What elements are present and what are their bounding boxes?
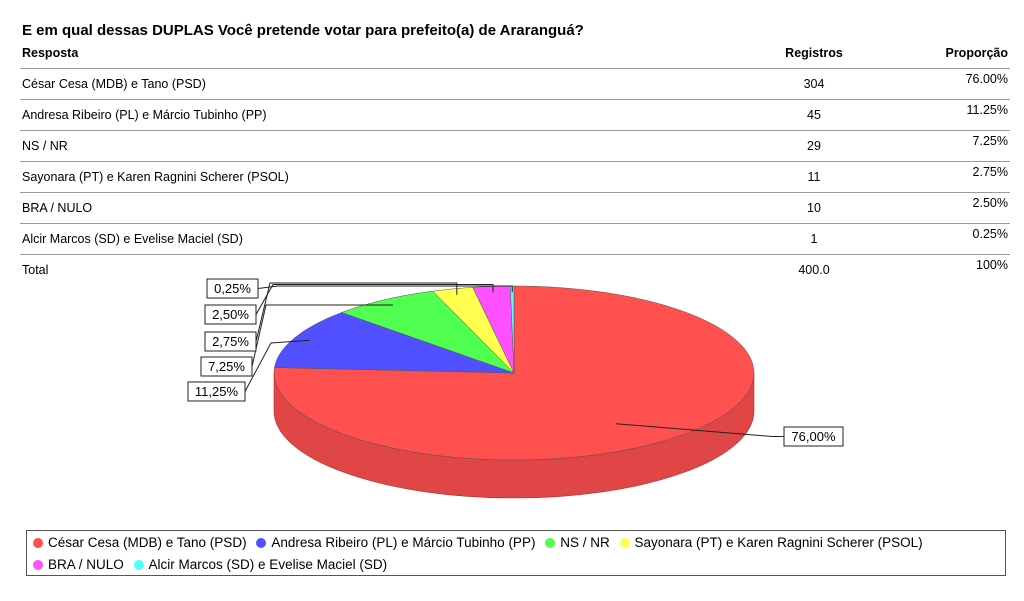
results-table: Resposta Registros Proporção César Cesa … — [20, 46, 1010, 285]
data-label-box — [206, 278, 259, 299]
row-answer: NS / NR — [20, 130, 752, 162]
data-label: 0,25% — [214, 281, 251, 296]
row-count: 304 — [752, 68, 876, 100]
table-header-row: Resposta Registros Proporção — [20, 46, 1010, 69]
page-title: E em qual dessas DUPLAS Você pretende vo… — [22, 22, 584, 39]
row-count: 11 — [752, 161, 876, 193]
total-share: 100% — [876, 254, 1010, 285]
data-label-box — [187, 381, 246, 402]
legend-swatch — [33, 560, 43, 570]
leader-line — [257, 285, 513, 293]
data-label-box — [204, 331, 257, 352]
pie-chart: 76,00% 11,25% 7,25% 2,75% 2,50% 0,25% — [187, 278, 844, 499]
table-row: Andresa Ribeiro (PL) e Márcio Tubinho (P… — [20, 99, 1010, 131]
table-total-row: Total 400.0 100% — [20, 254, 1010, 285]
data-label: 11,25% — [195, 384, 239, 399]
legend-item: Alcir Marcos (SD) e Evelise Maciel (SD) — [133, 554, 388, 576]
row-count: 45 — [752, 99, 876, 131]
row-answer: César Cesa (MDB) e Tano (PSD) — [20, 68, 752, 100]
row-share: 11.25% — [876, 99, 1010, 131]
legend-label: Andresa Ribeiro (PL) e Márcio Tubinho (P… — [271, 535, 536, 550]
header-share: Proporção — [945, 46, 1008, 60]
leader-line — [255, 284, 494, 315]
table-row: Sayonara (PT) e Karen Ragnini Scherer (P… — [20, 161, 1010, 193]
total-label: Total — [20, 254, 752, 285]
table-row: NS / NR 29 7.25% — [20, 130, 1010, 162]
row-count: 10 — [752, 192, 876, 224]
legend-swatch — [133, 560, 144, 570]
leader-line — [255, 282, 458, 342]
row-answer: Sayonara (PT) e Karen Ragnini Scherer (P… — [20, 161, 752, 193]
row-share: 76.00% — [876, 68, 1010, 100]
chart-legend: César Cesa (MDB) e Tano (PSD) Andresa Ri… — [26, 530, 1006, 576]
data-label-box — [783, 426, 844, 447]
data-label: 76,00% — [791, 429, 836, 444]
pie-slice — [273, 285, 755, 461]
pie-slice — [340, 290, 515, 374]
row-count: 29 — [752, 130, 876, 162]
row-share: 2.50% — [876, 192, 1010, 224]
legend-label: NS / NR — [560, 535, 610, 550]
legend-label: Sayonara (PT) e Karen Ragnini Scherer (P… — [634, 535, 923, 550]
table-row: Alcir Marcos (SD) e Evelise Maciel (SD) … — [20, 223, 1010, 255]
header-answer: Resposta — [22, 46, 79, 60]
legend-item: César Cesa (MDB) e Tano (PSD) — [33, 532, 247, 554]
legend-label: César Cesa (MDB) e Tano (PSD) — [48, 535, 247, 550]
total-count: 400.0 — [752, 254, 876, 285]
data-label-box — [200, 356, 253, 377]
data-label: 7,25% — [208, 359, 245, 374]
row-share: 0.25% — [876, 223, 1010, 255]
legend-item: Andresa Ribeiro (PL) e Márcio Tubinho (P… — [256, 532, 535, 554]
leader-line — [615, 423, 784, 437]
table-row: César Cesa (MDB) e Tano (PSD) 304 76.00% — [20, 68, 1010, 100]
legend-item: NS / NR — [545, 532, 610, 554]
legend-swatch — [33, 538, 43, 548]
legend-label: Alcir Marcos (SD) e Evelise Maciel (SD) — [148, 557, 388, 572]
header-count: Registros — [785, 46, 843, 60]
data-label: 2,50% — [212, 307, 249, 322]
table-row: BRA / NULO 10 2.50% — [20, 192, 1010, 224]
legend-swatch — [256, 538, 267, 548]
legend-swatch — [545, 538, 556, 548]
row-count: 1 — [752, 223, 876, 255]
row-answer: Andresa Ribeiro (PL) e Márcio Tubinho (P… — [20, 99, 752, 131]
row-share: 7.25% — [876, 130, 1010, 162]
row-answer: Alcir Marcos (SD) e Evelise Maciel (SD) — [20, 223, 752, 255]
row-answer: BRA / NULO — [20, 192, 752, 224]
leader-line — [244, 339, 310, 392]
pie-slice — [274, 312, 515, 374]
legend-label: BRA / NULO — [48, 557, 124, 572]
data-label-box — [204, 304, 257, 325]
legend-item: Sayonara (PT) e Karen Ragnini Scherer (P… — [619, 532, 923, 554]
legend-item: BRA / NULO — [33, 554, 124, 576]
leader-line — [251, 304, 393, 367]
row-share: 2.75% — [876, 161, 1010, 193]
legend-swatch — [619, 538, 630, 548]
data-label: 2,75% — [212, 334, 249, 349]
